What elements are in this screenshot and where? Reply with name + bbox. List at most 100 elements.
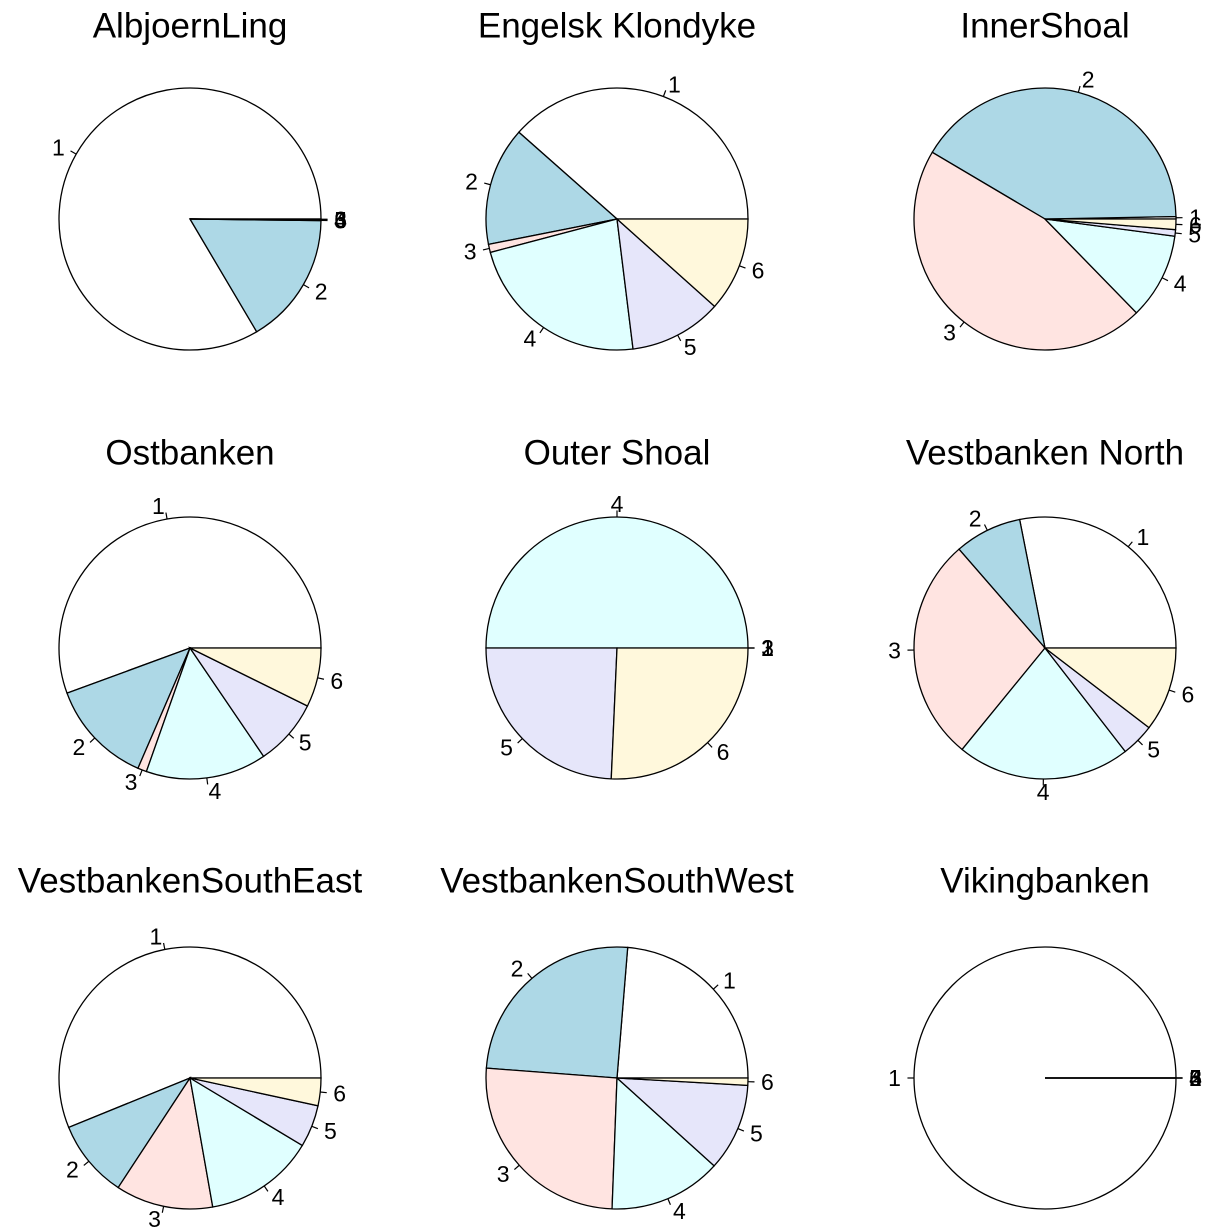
pie-slice [616,946,749,1079]
slice-label: 1 [152,493,165,519]
pie-slice [610,647,749,780]
slice-label: 4 [611,491,624,517]
slice-label: 2 [761,635,774,661]
pie-slice [66,646,192,770]
slice-label: 5 [750,1121,763,1147]
chart-title: Vikingbanken [940,861,1150,900]
slice-label: 2 [1082,67,1095,93]
chart-title: InnerShoal [960,6,1129,45]
slice-label: 5 [299,730,312,756]
slice-label: 3 [1189,1065,1202,1091]
slice-label: 3 [148,1206,161,1232]
label-tick [317,677,325,680]
pie-slice [485,647,618,780]
slice-label: 2 [969,506,982,532]
label-tick [959,321,965,328]
chart-title: VestbankenSouthWest [440,861,794,900]
slice-label: 4 [1189,1065,1202,1091]
pie-slice [1018,516,1177,649]
label-tick [161,1206,165,1213]
slice-label: 3 [888,637,901,663]
slice-label: 1 [1189,205,1202,231]
slice-label: 6 [1189,212,1202,238]
slice-label: 1 [761,635,774,661]
label-tick [311,1125,319,1130]
pie-slice [485,946,629,1079]
slice-label: 5 [1147,737,1160,763]
pie-slice [1043,218,1176,314]
chart-title: Outer Shoal [524,433,711,472]
slice-label: 2 [66,1157,79,1183]
label-tick [320,1091,327,1094]
pie-slice [517,87,749,220]
slice-label: 6 [717,739,730,765]
pie-slice [615,218,749,308]
slice-label: 5 [1189,1065,1202,1091]
label-tick [162,942,166,950]
label-tick [303,284,310,289]
slice-label: 3 [464,238,477,264]
slice-label: 2 [1189,1065,1202,1091]
slice-label: 4 [334,207,347,233]
pie-slice [1043,647,1177,729]
label-tick [83,1160,90,1166]
chart-title: VestbankenSouthEast [18,861,363,900]
slice-label: 5 [1188,221,1201,247]
slice-label: 4 [673,1198,686,1224]
label-tick [513,1164,520,1171]
label-tick [677,334,682,342]
slice-label: 4 [1037,779,1050,805]
label-tick [288,733,295,739]
label-tick [539,327,545,334]
slice-label: 3 [497,1161,510,1187]
chart-title: AlbjoernLing [93,6,288,45]
pie-slice [489,218,634,351]
slice-label: 5 [500,735,513,761]
pie-slice [485,131,619,246]
slice-label: 6 [1189,1065,1202,1091]
label-tick [1077,85,1081,93]
label-tick [1175,232,1182,235]
slice-label: 1 [723,967,736,993]
slice-label: 1 [52,135,65,161]
chart-title: Vestbanken North [906,433,1184,472]
label-tick [1161,277,1169,282]
slice-label: 2 [465,168,478,194]
slice-label: 6 [761,1069,774,1095]
pie-slice [485,1067,618,1210]
label-tick [139,769,143,777]
chart-title: Ostbanken [105,433,274,472]
slice-label: 6 [333,1080,346,1106]
label-tick [206,777,209,785]
label-tick [737,1127,745,1132]
slice-label: 4 [209,778,222,804]
slice-label: 4 [272,1184,285,1210]
label-tick [484,182,491,186]
label-tick [89,737,96,743]
pie-slice [961,646,1127,780]
slice-label: 3 [943,319,956,345]
slice-label: 1 [1137,524,1150,550]
pie-slice [1044,218,1177,231]
label-tick [1168,689,1176,693]
slice-label: 1 [150,924,163,950]
slice-label: 6 [1181,681,1194,707]
label-tick [1137,739,1143,746]
label-tick [662,90,667,97]
slice-label: 2 [315,278,328,304]
label-tick [1127,541,1133,548]
pie-slice [485,516,749,649]
slice-label: 3 [334,208,347,234]
pie-slice [67,1076,192,1189]
pie-slice [189,647,322,707]
chart-title: Engelsk Klondyke [478,6,756,45]
slice-label: 5 [324,1118,337,1144]
label-tick [707,742,713,748]
slice-label: 4 [523,325,536,351]
slice-label: 6 [334,206,347,232]
label-tick [667,1198,671,1205]
slice-label: 4 [1174,271,1187,297]
slice-label: 3 [761,635,774,661]
label-tick [517,738,523,744]
